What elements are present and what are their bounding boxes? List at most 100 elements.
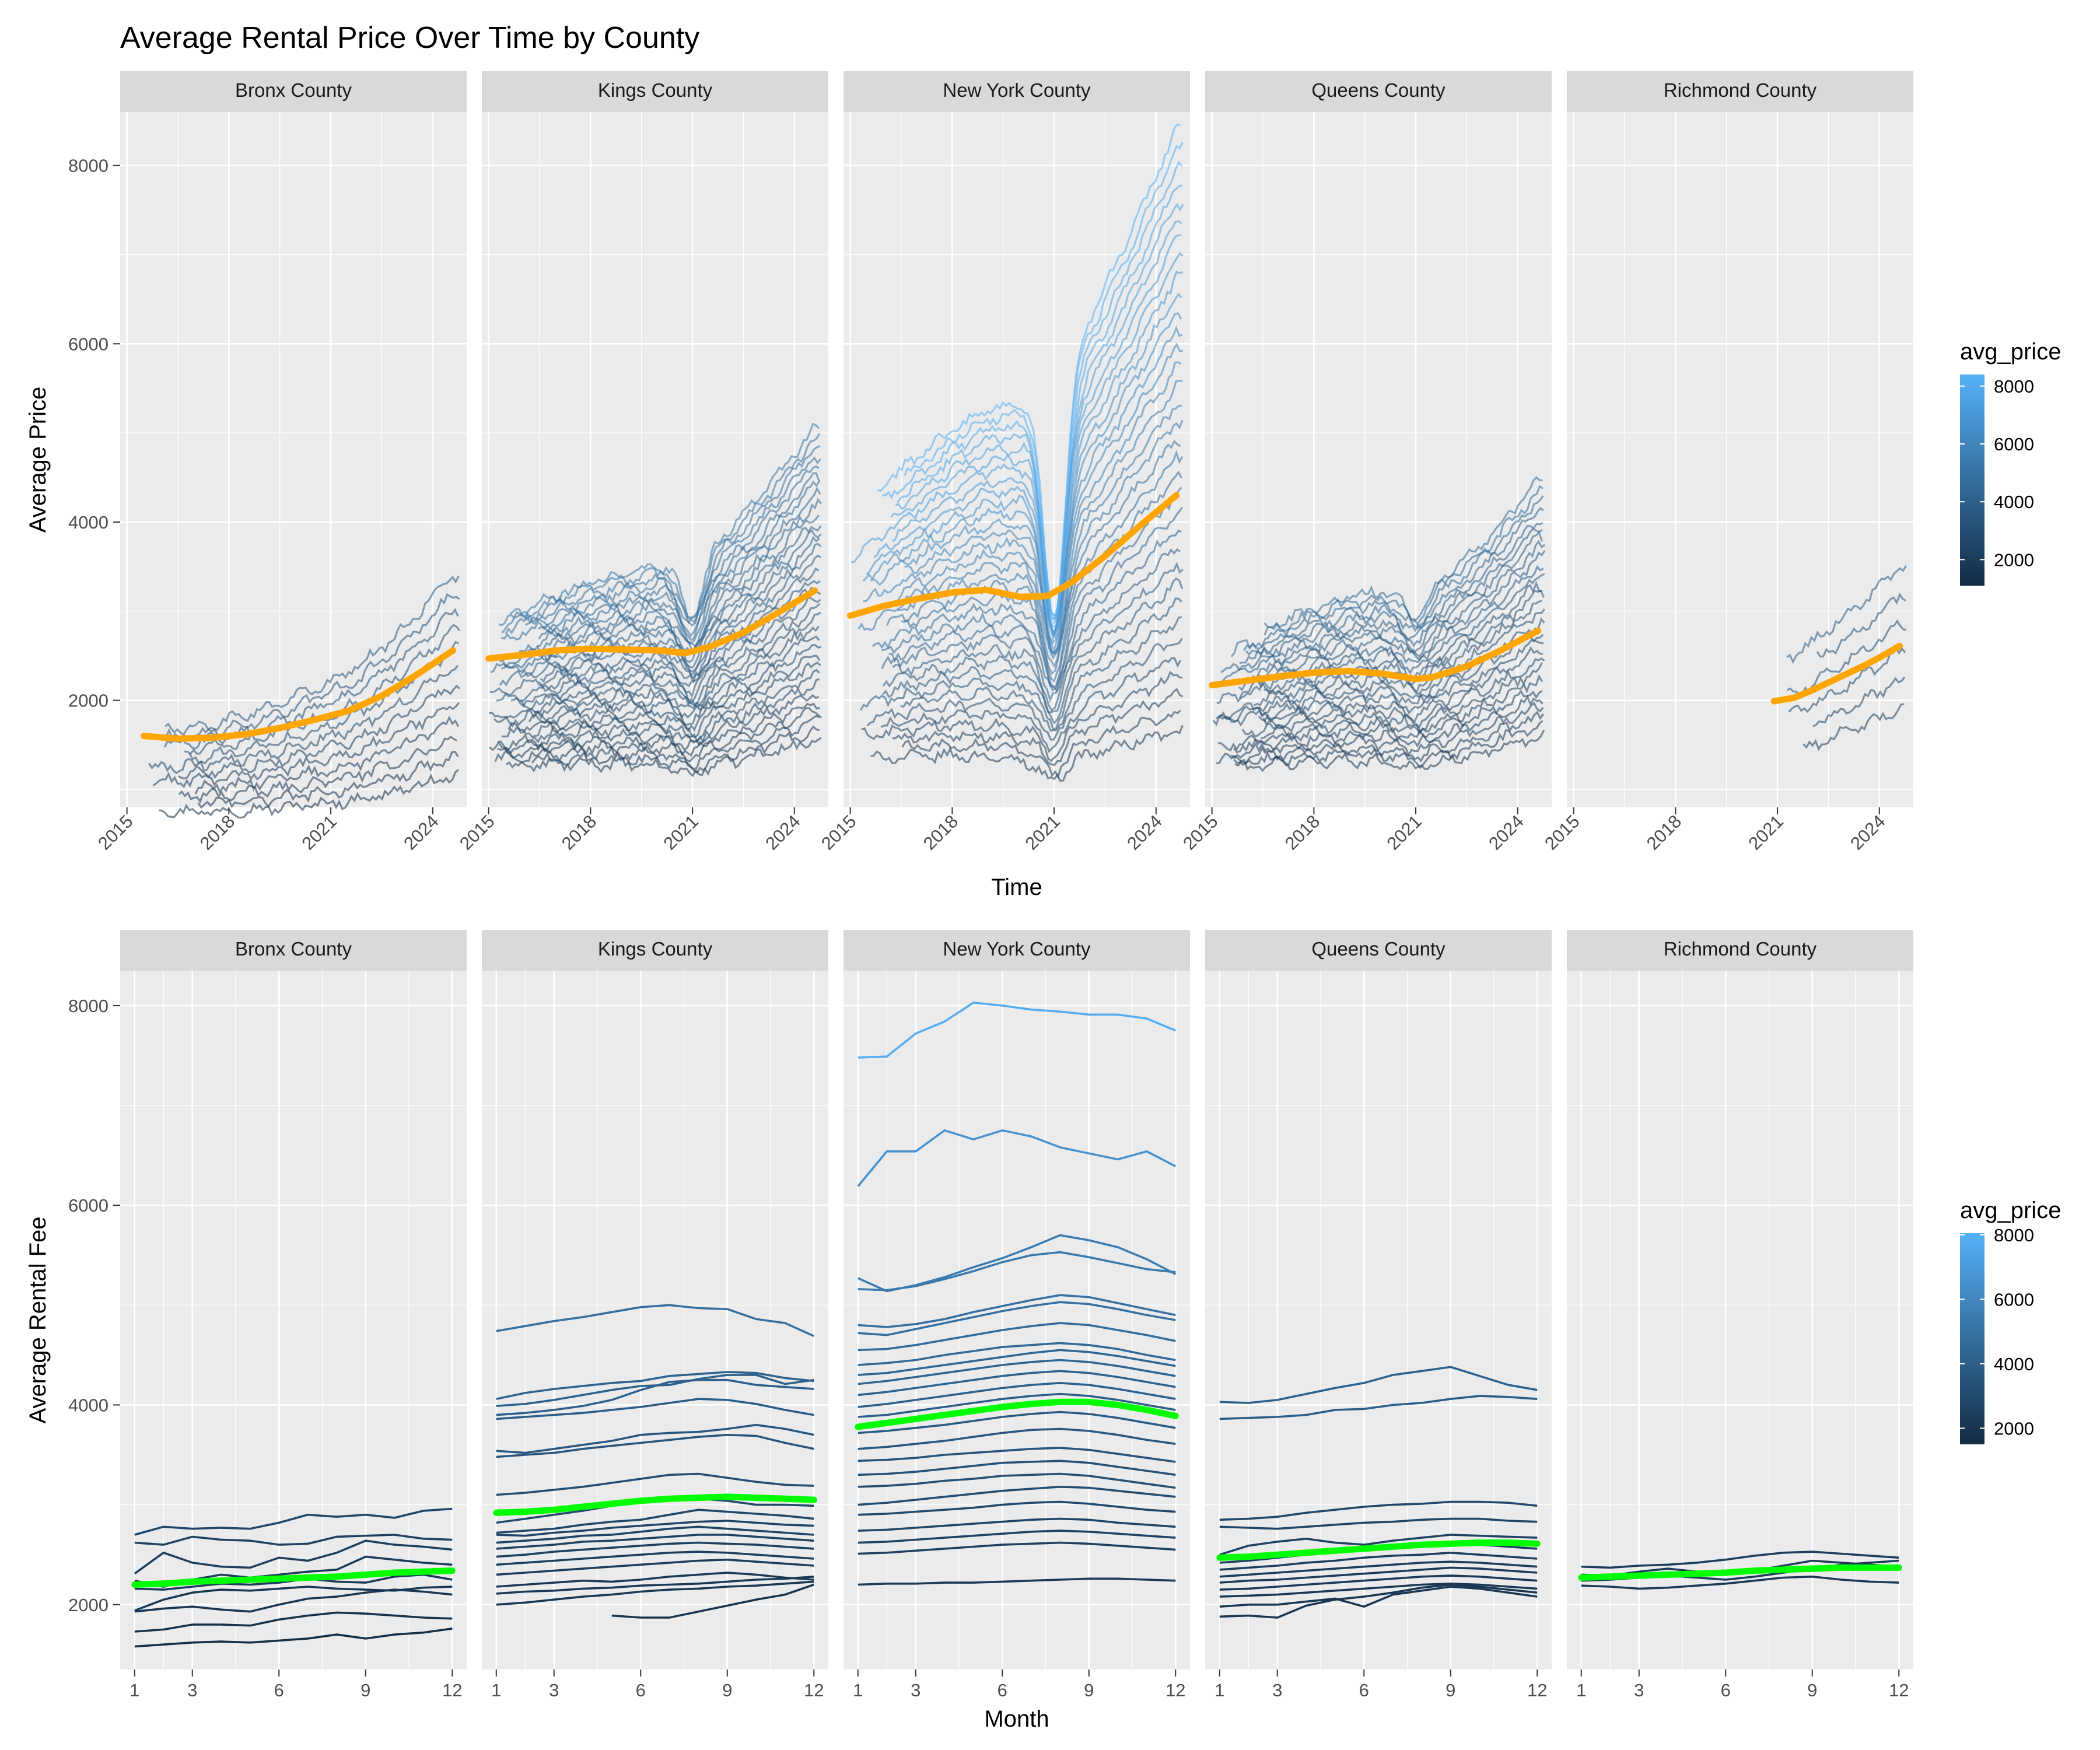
- y-tick-label: 4000: [68, 512, 108, 533]
- series-line: [858, 1427, 1176, 1450]
- series-line: [178, 735, 458, 804]
- series-line: [496, 1580, 814, 1606]
- x-tick-label: 2024: [1123, 811, 1166, 854]
- series-line: [850, 234, 1182, 635]
- facet-strip-label: Kings County: [598, 938, 713, 960]
- x-tick-label: 12: [1527, 1680, 1547, 1700]
- facet-strip: [1205, 930, 1552, 971]
- legend-title: avg_price: [1960, 339, 2061, 365]
- series-line: [197, 750, 459, 809]
- trend-line: [847, 492, 1180, 619]
- x-tick-label: 2018: [919, 811, 963, 854]
- series-line: [877, 123, 1181, 621]
- series-line: [496, 1371, 814, 1400]
- series-line: [1239, 527, 1543, 664]
- trend-line: [1770, 642, 1903, 705]
- series-line: [1233, 695, 1544, 754]
- x-tick-label: 1: [130, 1680, 139, 1700]
- x-tick-label: 9: [1084, 1680, 1094, 1700]
- series-lines: [1786, 565, 1908, 751]
- series-line: [501, 472, 821, 642]
- series-line: [1234, 729, 1545, 772]
- series-line: [1812, 676, 1906, 727]
- series-line: [489, 635, 820, 720]
- legend-label: 8000: [1994, 376, 2034, 397]
- series-line: [159, 593, 460, 743]
- series-line: [496, 1472, 814, 1496]
- series-line: [496, 1541, 814, 1558]
- series-line: [897, 379, 1182, 655]
- x-tick-label: 6: [1359, 1680, 1369, 1700]
- x-tick-label: 2021: [1382, 811, 1426, 854]
- x-tick-label: 6: [998, 1680, 1007, 1700]
- legend-label: 6000: [1994, 434, 2034, 454]
- x-tick-label: 2021: [298, 811, 341, 854]
- series-line: [510, 603, 821, 708]
- x-tick-label: 12: [1889, 1680, 1909, 1700]
- series-line: [496, 596, 821, 704]
- series-line: [611, 1583, 814, 1619]
- series-line: [496, 1550, 814, 1566]
- x-tick-label: 1: [853, 1680, 863, 1700]
- series-line: [490, 529, 822, 674]
- x-tick-label: 2024: [1846, 811, 1889, 854]
- facet-strip: [1567, 71, 1913, 112]
- series-line: [501, 668, 820, 743]
- series-line: [866, 638, 1183, 741]
- facet-strip: [844, 930, 1190, 971]
- series-line: [520, 611, 821, 711]
- series-line: [493, 644, 822, 728]
- trend-line: [141, 647, 457, 742]
- x-tick-label: 2024: [761, 811, 804, 854]
- facet-strip: [1567, 930, 1913, 971]
- series-line: [134, 1534, 453, 1546]
- series-line: [892, 548, 1181, 712]
- x-tick-label: 9: [1807, 1680, 1817, 1700]
- series-line: [194, 715, 460, 794]
- series-line: [498, 694, 820, 751]
- series-line: [1219, 1517, 1538, 1530]
- x-tick-label: 2024: [400, 811, 443, 854]
- y-axis-label: Average Rental Fee: [25, 1216, 51, 1423]
- series-line: [496, 1508, 814, 1534]
- x-tick-label: 2021: [1021, 811, 1064, 854]
- series-line: [1220, 530, 1544, 674]
- series-line: [1219, 1566, 1538, 1584]
- series-line: [1219, 1395, 1538, 1420]
- series-line: [509, 422, 820, 619]
- series-line: [496, 1534, 814, 1550]
- series-line: [496, 1558, 814, 1576]
- facet-strip: [482, 71, 828, 112]
- series-line: [1219, 1586, 1538, 1608]
- x-tick-label: 3: [1634, 1680, 1644, 1700]
- x-tick-label: 2021: [659, 811, 702, 854]
- facet-strip-label: Queens County: [1311, 938, 1446, 960]
- x-tick-label: 2015: [1179, 811, 1222, 854]
- facet-panel: Bronx County 2015 2018 2021 2024: [94, 71, 467, 854]
- series-line: [1788, 645, 1906, 713]
- series-line: [1230, 701, 1544, 760]
- x-tick-label: 9: [360, 1680, 370, 1700]
- y-tick-label: 2000: [68, 1595, 108, 1615]
- series-line: [858, 1359, 1176, 1385]
- series-line: [496, 1304, 815, 1338]
- series-line: [858, 1381, 1176, 1408]
- x-tick-label: 3: [911, 1680, 921, 1700]
- series-line: [496, 1423, 814, 1454]
- series-line: [1219, 1574, 1538, 1591]
- series-line: [859, 597, 1182, 731]
- series-line: [1219, 1500, 1538, 1521]
- x-tick-label: 2018: [1643, 811, 1686, 854]
- series-line: [496, 1525, 814, 1544]
- series-line: [1219, 1583, 1538, 1619]
- facet-strip: [120, 930, 467, 971]
- facet-strip: [844, 71, 1190, 112]
- series-line: [858, 1294, 1176, 1328]
- facet-panel: Kings County 2015 2018 2021 2024: [456, 71, 828, 854]
- panel-background: [120, 112, 467, 807]
- legend-colorbar: [1960, 374, 1985, 586]
- series-line: [858, 1472, 1176, 1489]
- series-line: [1262, 657, 1545, 730]
- x-tick-label: 2015: [94, 811, 137, 854]
- series-line: [537, 498, 822, 648]
